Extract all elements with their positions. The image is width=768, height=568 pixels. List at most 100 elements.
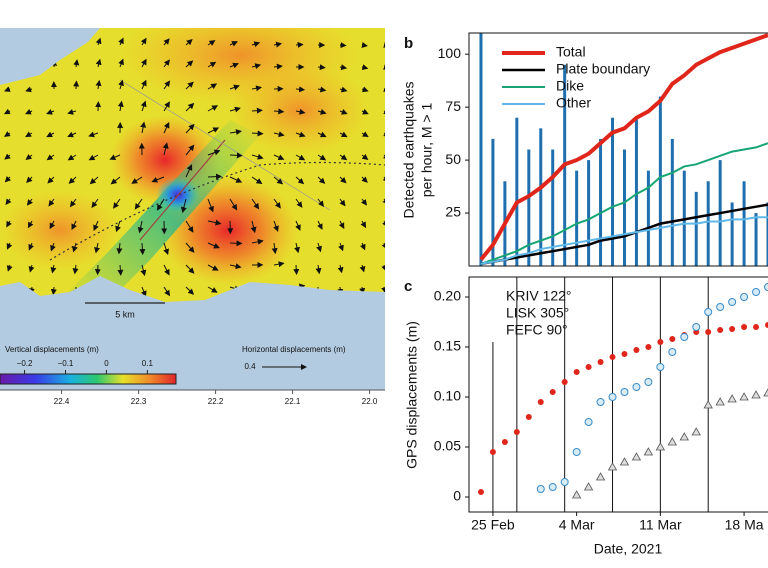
field-arrow [140, 37, 147, 46]
point [607, 462, 618, 471]
field-arrow [229, 263, 242, 270]
field-arrow [117, 264, 124, 276]
panel-label: c [404, 278, 412, 295]
point [573, 369, 580, 375]
bar [515, 117, 519, 267]
field-arrow [50, 286, 57, 296]
field-arrow [67, 131, 77, 138]
field-arrow [25, 108, 33, 115]
point [631, 452, 642, 461]
legend-label: LISK 305° [506, 305, 569, 321]
field-arrow [185, 39, 193, 46]
colorbar-tick-label: 0 [104, 359, 109, 368]
field-arrow [339, 86, 348, 93]
point [727, 394, 737, 403]
field-arrow [295, 154, 306, 161]
field-arrow [383, 108, 385, 115]
field-arrow [140, 286, 147, 297]
arrow-scale-label: 0.4 [244, 362, 256, 371]
field-arrow [360, 198, 367, 206]
point [669, 336, 676, 342]
field-arrow [317, 176, 326, 184]
field-arrow [185, 264, 195, 274]
field-arrow [315, 264, 322, 275]
point [501, 439, 508, 445]
field-arrow [185, 60, 194, 68]
field-arrow [295, 176, 305, 185]
bar [587, 160, 591, 266]
map-panel: 5 km Vertical displacements (m) Horizont… [0, 28, 385, 406]
field-arrow [295, 220, 301, 231]
point [549, 389, 556, 395]
field-arrow [381, 264, 385, 272]
field-arrow [69, 198, 77, 208]
point [715, 397, 725, 406]
field-arrow [316, 242, 322, 253]
field-arrow [72, 242, 78, 253]
field-arrow [360, 220, 367, 229]
panel-label: b [404, 35, 413, 52]
field-arrow [185, 164, 193, 178]
point [667, 437, 678, 446]
x-tick-label: 22.2 [208, 397, 224, 406]
colorbar-title: Vertical displacements (m) [5, 345, 99, 354]
point [525, 414, 532, 420]
field-arrow [295, 198, 303, 208]
field-arrow [273, 63, 283, 70]
colorbar [0, 373, 177, 385]
bar [611, 117, 615, 267]
point [691, 427, 701, 436]
series-line [479, 33, 768, 261]
field-arrow [207, 40, 216, 46]
bar [479, 33, 483, 266]
field-arrow [361, 131, 369, 138]
field-arrow [251, 198, 260, 210]
field-arrow [88, 131, 99, 138]
field-arrow [185, 102, 195, 112]
x-tick-label: 18 Ma [725, 517, 764, 533]
point [739, 392, 749, 401]
field-arrow [207, 149, 221, 156]
bar [754, 213, 758, 266]
field-arrow [293, 264, 300, 276]
field-arrow [67, 154, 77, 161]
y-tick-label: 75 [445, 98, 461, 114]
field-arrow [382, 220, 385, 228]
bar [634, 117, 638, 267]
field-arrow [180, 198, 187, 214]
field-arrow [185, 220, 194, 233]
series-line [480, 142, 768, 265]
point [537, 399, 544, 405]
field-arrow [382, 198, 385, 205]
field-arrow [337, 264, 344, 274]
bar [491, 138, 495, 266]
field-arrow [163, 264, 170, 276]
field-arrow [91, 198, 99, 208]
field-arrow [317, 86, 327, 93]
point [753, 324, 760, 330]
field-arrow [251, 130, 264, 137]
point [608, 393, 617, 401]
field-arrow [317, 64, 326, 71]
field-arrow [359, 242, 366, 251]
bar [527, 149, 531, 266]
field-arrow [117, 100, 124, 112]
point [752, 288, 761, 296]
point [645, 344, 652, 350]
field-arrow [207, 61, 217, 68]
colorbar-tick-label: 0.1 [142, 359, 154, 368]
field-arrow [115, 220, 121, 233]
field-arrow [26, 198, 33, 206]
point [560, 478, 569, 486]
field-arrow [141, 79, 147, 90]
point [585, 364, 592, 370]
field-arrow [339, 154, 348, 161]
bar [694, 191, 698, 266]
field-arrow [273, 176, 284, 185]
field-arrow [273, 154, 285, 160]
legend-label: Other [556, 95, 591, 111]
plots: b Detected earthquakes per hour, M > 1 25 50… [401, 32, 768, 557]
legend-label: Plate boundary [556, 61, 650, 77]
point [621, 351, 628, 357]
